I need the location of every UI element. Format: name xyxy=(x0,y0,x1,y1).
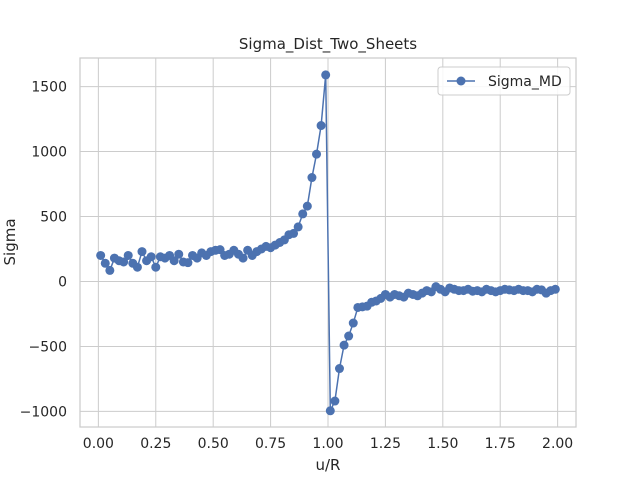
data-point xyxy=(146,252,156,262)
y-tick-label: 500 xyxy=(40,210,67,226)
data-point xyxy=(339,340,349,350)
data-point xyxy=(96,250,106,260)
legend-label: Sigma_MD xyxy=(488,74,562,90)
data-point xyxy=(321,70,331,80)
data-point xyxy=(100,258,110,268)
chart-title: Sigma_Dist_Two_Sheets xyxy=(239,35,417,54)
y-tick-label: 0 xyxy=(58,274,67,290)
data-point xyxy=(348,318,358,328)
data-point xyxy=(137,247,147,257)
data-point xyxy=(183,258,193,268)
data-point xyxy=(289,228,299,238)
data-point xyxy=(105,265,115,275)
data-point xyxy=(302,201,312,211)
x-tick-label: 0.75 xyxy=(255,436,286,452)
y-tick-label: 1500 xyxy=(31,80,67,96)
x-tick-label: 0.25 xyxy=(140,436,171,452)
x-tick-label: 0.50 xyxy=(198,436,229,452)
data-point xyxy=(344,331,354,341)
y-tick-labels: −1000 −500 0 500 1000 1500 xyxy=(20,80,67,421)
plot-frame xyxy=(79,57,577,428)
x-tick-labels: 0.00 0.25 0.50 0.75 1.00 1.25 1.50 1.75 2.00 xyxy=(83,436,573,452)
data-point xyxy=(169,256,179,266)
legend: Sigma_MD xyxy=(437,66,571,96)
y-tick-label: −1000 xyxy=(20,404,67,420)
data-point xyxy=(316,121,326,131)
data-point xyxy=(330,396,340,406)
x-tick-label: 2.00 xyxy=(542,436,573,452)
data-point xyxy=(293,222,303,232)
data-point xyxy=(174,249,184,259)
x-axis-label: u/R xyxy=(316,456,341,474)
x-tick-label: 1.50 xyxy=(427,436,458,452)
y-tick-label: −500 xyxy=(29,339,67,355)
data-point xyxy=(307,173,317,183)
data-point xyxy=(334,364,344,374)
legend-marker-sample xyxy=(456,76,466,86)
y-tick-label: 1000 xyxy=(31,145,67,161)
data-point xyxy=(123,250,133,260)
x-tick-label: 1.00 xyxy=(312,436,343,452)
series-markers-layer xyxy=(96,70,560,416)
legend-box xyxy=(437,66,571,96)
x-tick-label: 1.75 xyxy=(485,436,516,452)
data-point xyxy=(312,149,322,159)
data-point xyxy=(298,209,308,219)
x-tick-label: 0.00 xyxy=(83,436,114,452)
data-point xyxy=(325,406,335,416)
data-point xyxy=(151,262,161,272)
data-point xyxy=(550,284,560,294)
data-point xyxy=(132,262,142,272)
data-point xyxy=(238,253,248,263)
y-axis-label: Sigma xyxy=(1,218,19,265)
data-point xyxy=(119,257,129,267)
x-tick-label: 1.25 xyxy=(370,436,401,452)
